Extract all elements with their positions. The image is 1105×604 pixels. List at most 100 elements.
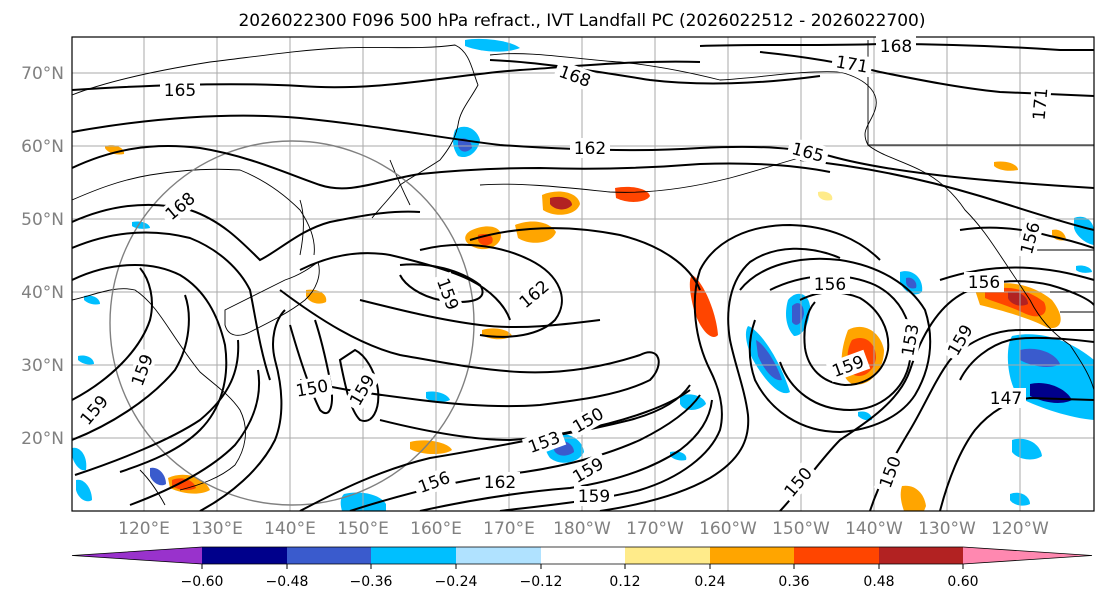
contour-label: 156	[814, 275, 846, 295]
positive-anomaly-core	[550, 196, 572, 210]
contour-line	[74, 339, 240, 476]
colorbar-tick-label: 0.12	[609, 574, 640, 590]
negative-anomaly-patch	[78, 355, 94, 365]
contour-line	[299, 389, 691, 511]
lat-label: 60°N	[21, 137, 64, 157]
lat-label: 70°N	[21, 64, 64, 84]
contour-line	[739, 257, 932, 434]
coastline-sakhalin	[299, 199, 304, 256]
lon-label: 150°E	[337, 519, 389, 539]
contour-line	[72, 294, 190, 441]
latitude-labels: 70°N 60°N 50°N 40°N 30°N 20°N	[21, 64, 64, 449]
lat-label: 30°N	[21, 356, 64, 376]
contour-line	[338, 348, 380, 422]
negative-anomaly-patch	[680, 394, 706, 410]
negative-anomaly-patch	[858, 411, 872, 421]
lon-label: 120°W	[991, 519, 1049, 539]
negative-anomaly-patch	[465, 38, 520, 52]
colorbar-segment	[371, 547, 456, 564]
coastline-china	[72, 288, 246, 491]
lon-label: 140°W	[845, 519, 903, 539]
contour-line	[72, 267, 153, 401]
lon-label: 170°W	[626, 519, 684, 539]
lon-label: 140°E	[264, 519, 316, 539]
colorbar-segment	[794, 547, 879, 564]
colorbar-tick-label: −0.48	[266, 574, 309, 590]
positive-anomaly-patch	[615, 186, 650, 202]
colorbar-segment	[879, 547, 963, 564]
negative-anomaly-patch	[1074, 216, 1094, 245]
plot-area	[72, 37, 1094, 511]
contour-line	[72, 231, 271, 381]
figure-title: 2026022300 F096 500 hPa refract., IVT La…	[238, 11, 925, 31]
contour-line	[959, 226, 1094, 249]
positive-anomaly-patch	[994, 161, 1018, 171]
negative-anomaly-patch	[132, 221, 150, 229]
region-circle	[109, 140, 475, 506]
lon-label: 120°E	[118, 519, 170, 539]
coastline-aleutians	[479, 154, 811, 193]
coastline-kamchatka	[389, 159, 411, 206]
colorbar-extend-max	[963, 547, 1092, 564]
coastline-philippines	[139, 469, 166, 506]
colorbar-tick-label: 0.24	[694, 574, 725, 590]
coastline-asia-east	[72, 168, 315, 256]
contour-line	[499, 223, 881, 511]
contour-line	[759, 51, 1094, 97]
positive-anomaly-core	[1008, 291, 1028, 306]
contour-line	[199, 309, 286, 511]
colorbar-tick-label: −0.60	[181, 574, 224, 590]
colorbar-tick-label: −0.12	[520, 574, 563, 590]
contour-label: 162	[484, 473, 516, 493]
colorbar-tick-label: −0.24	[435, 574, 478, 590]
contour-line	[359, 299, 601, 329]
colorbar-segment	[541, 547, 625, 564]
lon-label: 180°W	[553, 519, 611, 539]
colorbar-segments	[71, 546, 1093, 565]
positive-anomaly-patch	[410, 440, 452, 455]
contour-line	[799, 291, 890, 387]
contour-line	[959, 336, 1094, 381]
contour-line	[72, 263, 228, 473]
contour-line	[129, 369, 261, 506]
coastline-japan	[224, 261, 320, 336]
colorbar: −0.60 −0.48 −0.36 −0.24 −0.12 0.12 0.24 …	[71, 546, 1093, 590]
contour-line	[419, 243, 563, 338]
contour-line	[72, 203, 421, 262]
colorbar-segment	[710, 547, 794, 564]
weak-positive-patch	[818, 191, 833, 201]
lat-label: 20°N	[21, 429, 64, 449]
contour-line	[599, 247, 841, 511]
graticule	[72, 37, 1094, 511]
negative-anomaly-patch	[426, 391, 450, 403]
negative-anomaly-patch	[76, 479, 92, 502]
contour-line	[279, 289, 660, 408]
negative-anomaly-patch	[150, 467, 166, 486]
negative-anomaly-patch	[72, 447, 87, 471]
contour-line	[72, 145, 831, 190]
colorbar-segment	[287, 547, 371, 564]
lon-label: 170°E	[483, 519, 535, 539]
lon-label: 160°E	[410, 519, 462, 539]
contour-line	[399, 263, 484, 303]
plot-frame	[71, 36, 1095, 512]
negative-anomaly-patch	[1076, 265, 1092, 273]
colorbar-segment	[456, 547, 541, 564]
contour-label: 156	[968, 273, 1000, 293]
contour-line	[289, 319, 333, 415]
colorbar-extend-min	[72, 547, 202, 564]
contour-line	[299, 252, 511, 321]
colorbar-tick-label: 0.48	[863, 574, 894, 590]
contour-line	[469, 227, 701, 291]
negative-anomaly-core	[756, 340, 782, 381]
positive-anomaly-patch	[900, 485, 926, 511]
lat-label: 40°N	[21, 283, 64, 303]
lon-label: 130°E	[191, 519, 243, 539]
colorbar-segment	[202, 547, 287, 564]
colorbar-tick-label: 0.36	[778, 574, 809, 590]
contour-label: 159	[578, 487, 610, 507]
contour-line	[779, 280, 1094, 511]
coastline-asia-northeast	[72, 44, 479, 219]
contour-line	[489, 59, 821, 85]
